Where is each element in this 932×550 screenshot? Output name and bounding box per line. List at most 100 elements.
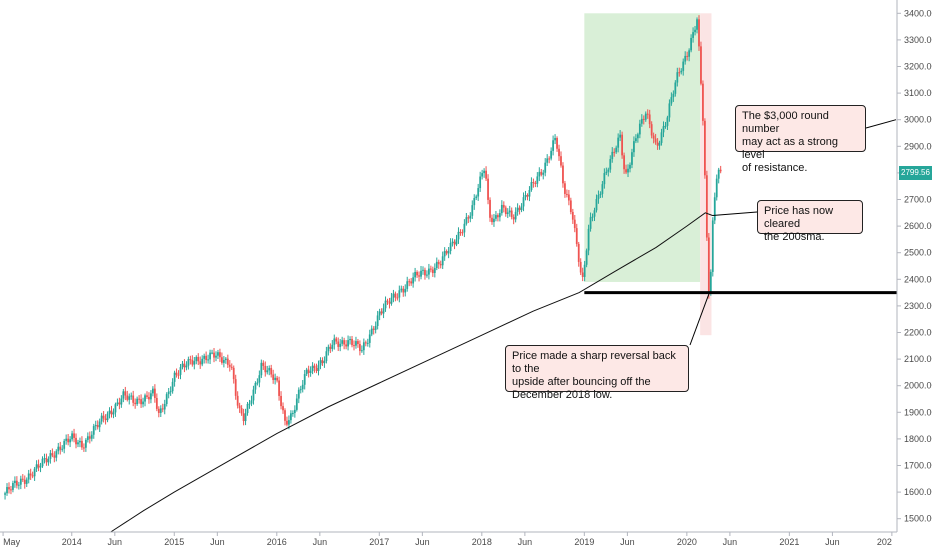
- candle-body: [564, 183, 566, 194]
- candle-body: [640, 118, 643, 124]
- candle-body: [374, 325, 377, 330]
- candle-body: [388, 301, 391, 304]
- candle-body: [607, 169, 610, 172]
- candle-body: [437, 261, 440, 265]
- candle-body: [504, 207, 507, 215]
- candle-body: [343, 340, 346, 345]
- candle-body: [268, 368, 271, 371]
- candle-body: [15, 480, 18, 486]
- candle-body: [670, 97, 673, 104]
- price-tick-label: 2400.00: [904, 274, 932, 284]
- candle-body: [599, 193, 602, 196]
- candle-body: [412, 277, 415, 284]
- candle-body: [700, 46, 702, 84]
- candle-body: [335, 338, 338, 342]
- time-tick-label: 2014: [62, 537, 82, 547]
- candle-body: [611, 151, 614, 160]
- candle-body: [207, 359, 210, 361]
- candle-body: [244, 413, 247, 422]
- candle-body: [177, 374, 180, 376]
- candle-body: [282, 406, 284, 411]
- candle-body: [193, 361, 196, 365]
- price-tick-label: 1600.00: [904, 487, 932, 497]
- candle-body: [524, 194, 527, 198]
- pointer-reversal: [689, 292, 710, 346]
- candle-body: [130, 395, 133, 397]
- candle-body: [666, 117, 669, 126]
- candle-body: [400, 288, 403, 291]
- candle-body: [307, 369, 310, 373]
- time-tick-label: 2021: [779, 537, 799, 547]
- candle-body: [305, 369, 308, 375]
- candle-body: [449, 242, 452, 252]
- candle-body: [134, 402, 137, 405]
- candle-body: [457, 231, 460, 240]
- time-axis: May 2014 Jun 2015 Jun 2016 Jun 2017 Jun 2018 Jun 20…: [2, 532, 893, 547]
- candle-body: [173, 372, 176, 382]
- candle-body: [301, 384, 304, 390]
- candle-body: [337, 341, 340, 347]
- candle-body: [248, 403, 251, 405]
- candle-body: [169, 391, 172, 393]
- candle-body: [522, 197, 525, 207]
- candle-body: [390, 297, 393, 304]
- candle-body: [550, 150, 553, 159]
- candle-body: [260, 362, 263, 376]
- candle-body: [288, 420, 290, 425]
- candle-body: [323, 361, 326, 364]
- candle-body: [51, 453, 54, 456]
- price-tick-label: 2900.00: [904, 141, 932, 151]
- candle-body: [453, 241, 456, 245]
- candle-body: [552, 140, 555, 151]
- candle-body: [528, 189, 531, 197]
- candle-body: [96, 425, 99, 428]
- candle-body: [567, 194, 570, 201]
- candle-body: [120, 398, 123, 405]
- annotation-sma-cleared: Price has now cleared the 200sma.: [757, 200, 863, 243]
- candle-body: [366, 342, 369, 344]
- candle-body: [90, 434, 93, 439]
- candle-body: [439, 264, 442, 266]
- candle-body: [426, 274, 428, 276]
- candle-body: [88, 436, 91, 439]
- price-tick-label: 1700.00: [904, 461, 932, 471]
- price-tick-label: 1900.00: [904, 407, 932, 417]
- candle-body: [319, 360, 322, 366]
- last-price-label: 2799.56: [899, 166, 932, 181]
- pointer-resistance: [865, 119, 897, 129]
- candle-body: [39, 466, 42, 468]
- candle-body: [77, 442, 79, 445]
- candle-body: [232, 367, 235, 380]
- candle-body: [347, 340, 349, 347]
- candle-body: [520, 206, 523, 211]
- candle-body: [477, 188, 480, 197]
- candle-body: [152, 388, 154, 394]
- candle-body: [705, 175, 708, 238]
- candle-body: [329, 346, 332, 349]
- candle-body: [558, 148, 560, 157]
- candle-body: [187, 359, 190, 366]
- annotation-resistance-line-3: of resistance.: [742, 162, 808, 174]
- time-tick-label: Jun: [210, 537, 225, 547]
- highlight-zones: [584, 13, 712, 336]
- candle-body: [138, 398, 141, 400]
- candle-body: [27, 473, 30, 480]
- candle-body: [86, 436, 89, 440]
- candle-body: [398, 290, 401, 298]
- candle-body: [569, 200, 572, 212]
- candle-body: [441, 256, 444, 266]
- annotation-sma-cleared-line-2: the 200sma.: [764, 231, 825, 243]
- candle-body: [702, 83, 704, 121]
- candle-body: [41, 458, 44, 467]
- candle-body: [502, 204, 505, 208]
- candle-body: [359, 344, 361, 351]
- time-tick-label: Jun: [518, 537, 533, 547]
- candle-body: [309, 371, 312, 373]
- time-tick-label: Jun: [108, 537, 123, 547]
- candle-body: [21, 478, 24, 480]
- candle-body: [619, 134, 622, 138]
- annotation-sma-cleared-line-1: Price has now cleared: [764, 205, 834, 230]
- candle-body: [479, 176, 482, 189]
- candle-body: [345, 344, 348, 347]
- candle-body: [250, 400, 253, 404]
